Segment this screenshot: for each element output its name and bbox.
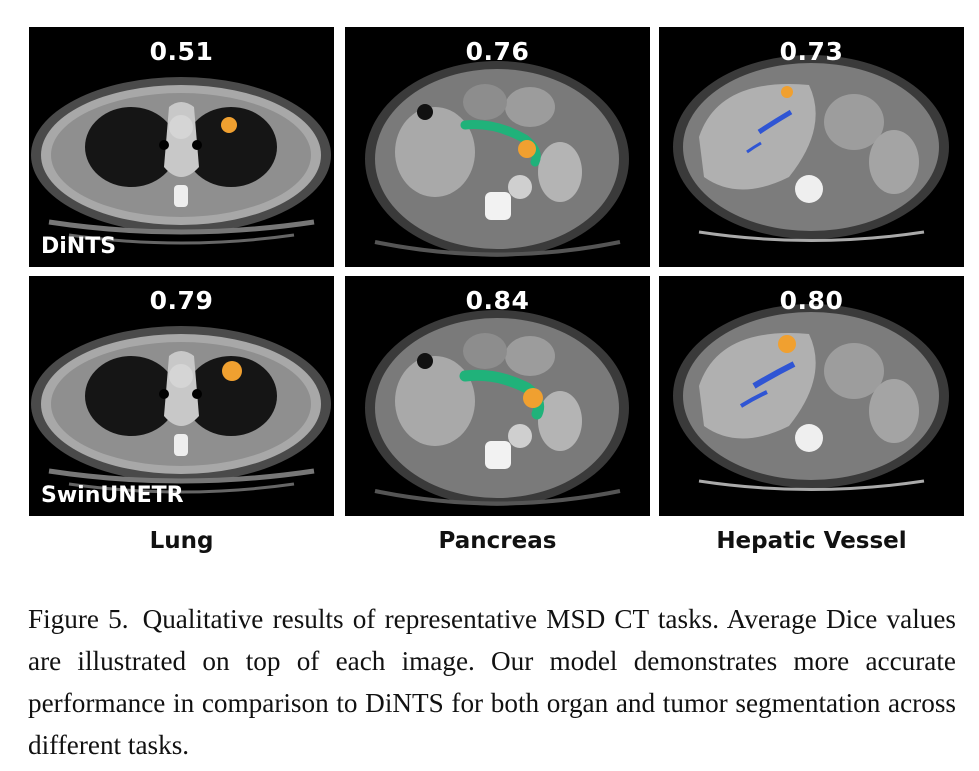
- caption-label: Figure 5.: [28, 604, 129, 634]
- method-label: DiNTS: [41, 234, 117, 259]
- panel-dints-pancreas: 0.76: [345, 27, 650, 267]
- panel-swinunetr-lung: 0.79 SwinUNETR: [29, 276, 334, 516]
- method-label: SwinUNETR: [41, 483, 184, 508]
- ct-lung-image: [29, 276, 334, 516]
- panel-swinunetr-hepatic-vessel: 0.80: [659, 276, 964, 516]
- caption-text: Qualitative results of representative MS…: [28, 604, 956, 760]
- dice-score: 0.73: [779, 37, 844, 66]
- dice-score: 0.84: [465, 286, 530, 315]
- panel-dints-hepatic-vessel: 0.73: [659, 27, 964, 267]
- ct-lung-image: [29, 27, 334, 267]
- panel-swinunetr-pancreas: 0.84: [345, 276, 650, 516]
- ct-hepatic-image: [659, 276, 964, 516]
- dice-score: 0.79: [149, 286, 214, 315]
- column-label-hepatic-vessel: Hepatic Vessel: [716, 528, 907, 554]
- ct-pancreas-image: [345, 276, 650, 516]
- panel-dints-lung: 0.51 DiNTS: [29, 27, 334, 267]
- ct-pancreas-image: [345, 27, 650, 267]
- dice-score: 0.76: [465, 37, 530, 66]
- ct-hepatic-image: [659, 27, 964, 267]
- column-label-lung: Lung: [149, 528, 214, 554]
- column-label-pancreas: Pancreas: [438, 528, 557, 554]
- figure-caption: Figure 5. Qualitative results of represen…: [28, 598, 956, 766]
- dice-score: 0.80: [779, 286, 844, 315]
- dice-score: 0.51: [149, 37, 214, 66]
